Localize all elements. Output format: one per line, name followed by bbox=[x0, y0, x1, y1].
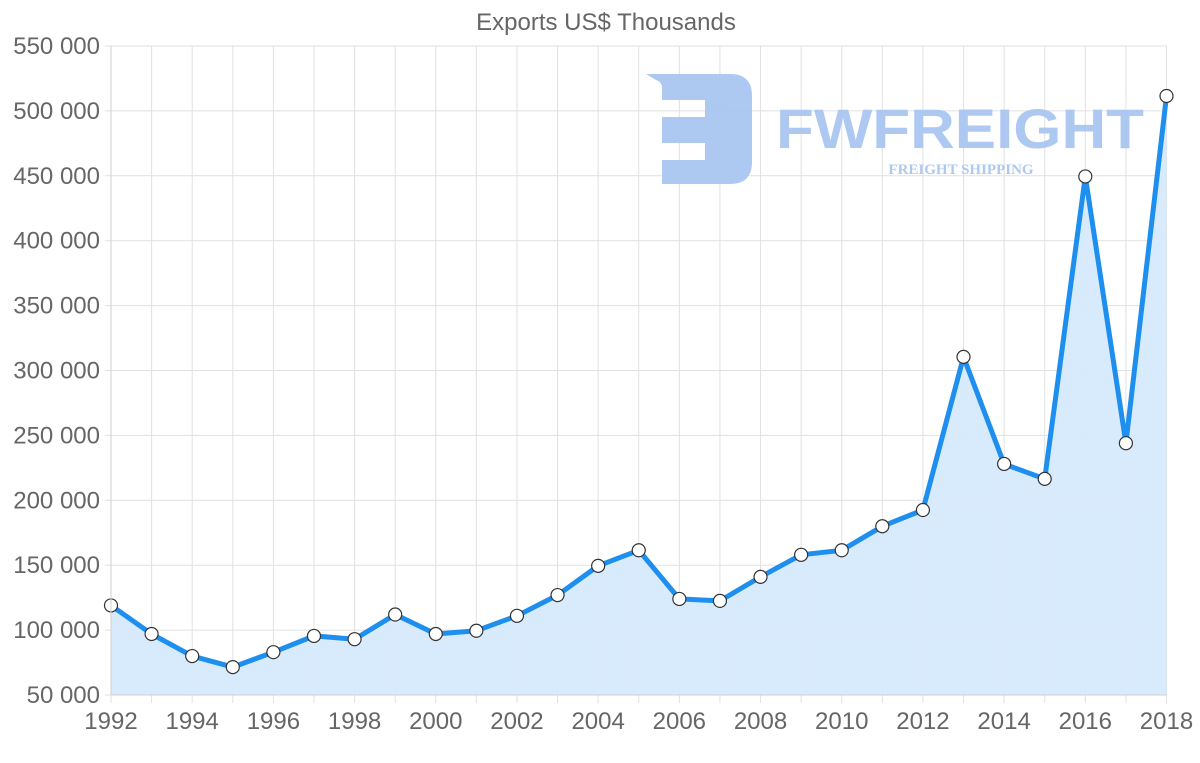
x-tick-label: 1992 bbox=[84, 708, 137, 735]
fwfreight-watermark: FWFREIGHT FREIGHT SHIPPING bbox=[646, 74, 1144, 184]
y-tick-label: 550 000 bbox=[13, 33, 100, 60]
x-tick-label: 2012 bbox=[896, 708, 949, 735]
y-tick-label: 250 000 bbox=[13, 422, 100, 449]
y-tick-label: 500 000 bbox=[13, 98, 100, 125]
y-tick-label: 100 000 bbox=[13, 617, 100, 644]
data-point[interactable] bbox=[1159, 88, 1174, 104]
data-points bbox=[103, 88, 1174, 675]
x-axis-tick-labels: 1992 1994 1996 1998 2000 2002 2004 2006 2008 2010… bbox=[84, 708, 1193, 735]
y-tick-label: 450 000 bbox=[13, 163, 100, 190]
data-point[interactable] bbox=[144, 626, 159, 642]
data-point[interactable] bbox=[266, 645, 281, 660]
data-point[interactable] bbox=[550, 587, 565, 603]
data-point[interactable] bbox=[388, 607, 403, 622]
x-tick-label: 2006 bbox=[653, 708, 706, 735]
data-point[interactable] bbox=[591, 558, 606, 573]
area-fill bbox=[111, 96, 1167, 695]
data-point[interactable] bbox=[1078, 169, 1093, 184]
data-point[interactable] bbox=[347, 632, 362, 647]
x-tick-label: 2002 bbox=[490, 708, 543, 735]
x-tick-label: 2000 bbox=[409, 708, 462, 735]
data-point[interactable] bbox=[875, 519, 890, 534]
data-point[interactable] bbox=[956, 349, 971, 364]
data-point[interactable] bbox=[428, 626, 443, 642]
y-tick-label: 50 000 bbox=[27, 682, 100, 709]
data-point[interactable] bbox=[1037, 471, 1052, 486]
data-point[interactable] bbox=[225, 659, 240, 675]
x-tick-label: 1996 bbox=[247, 708, 300, 735]
x-tick-label: 2008 bbox=[734, 708, 787, 735]
data-point[interactable] bbox=[306, 628, 322, 644]
data-point[interactable] bbox=[712, 593, 728, 608]
x-tick-label: 2014 bbox=[977, 708, 1030, 735]
y-tick-label: 150 000 bbox=[13, 552, 100, 579]
x-tick-label: 2018 bbox=[1140, 708, 1193, 735]
x-tick-label: 2004 bbox=[571, 708, 624, 735]
data-point[interactable] bbox=[997, 456, 1012, 472]
x-tick-label: 2010 bbox=[815, 708, 868, 735]
watermark-brand: FWFREIGHT bbox=[776, 97, 1144, 160]
data-point[interactable] bbox=[794, 547, 809, 562]
y-axis-tick-labels: 550 000 500 000 450 000 400 000 350 000 300 0… bbox=[13, 33, 100, 709]
data-point[interactable] bbox=[672, 591, 687, 607]
data-point[interactable] bbox=[631, 543, 646, 558]
data-point[interactable] bbox=[469, 623, 484, 638]
y-tick-label: 200 000 bbox=[13, 487, 100, 514]
y-tick-label: 400 000 bbox=[13, 228, 100, 255]
x-tick-label: 1998 bbox=[328, 708, 381, 735]
data-point[interactable] bbox=[753, 569, 768, 584]
data-point[interactable] bbox=[915, 502, 931, 518]
data-point[interactable] bbox=[185, 648, 200, 664]
data-point[interactable] bbox=[1118, 436, 1134, 451]
x-tick-label: 2016 bbox=[1059, 708, 1112, 735]
chart-title: Exports US$ Thousands bbox=[476, 9, 736, 36]
data-point[interactable] bbox=[509, 608, 525, 623]
data-point[interactable] bbox=[834, 543, 849, 558]
x-tick-label: 1994 bbox=[165, 708, 218, 735]
y-tick-label: 350 000 bbox=[13, 293, 100, 320]
fwfreight-logo-icon bbox=[646, 74, 752, 184]
watermark-tagline: FREIGHT SHIPPING bbox=[888, 162, 1033, 178]
y-tick-label: 300 000 bbox=[13, 358, 100, 385]
